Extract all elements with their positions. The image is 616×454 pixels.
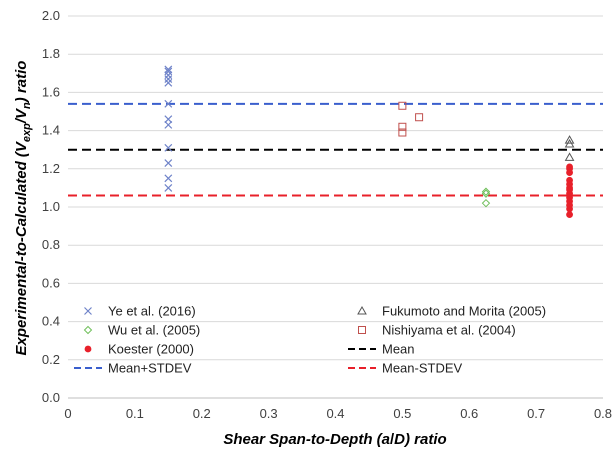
legend-label: Wu et al. (2005) xyxy=(108,323,200,338)
point-ye-et-al-2016 xyxy=(164,159,173,167)
legend-item-nishiyama-et-al-2004: Nishiyama et al. (2004) xyxy=(358,323,516,338)
legend-item-wu-et-al-2005: Wu et al. (2005) xyxy=(83,323,200,338)
x-tick-label: 0.8 xyxy=(594,406,612,421)
point-wu-et-al-2005 xyxy=(481,187,491,196)
y-axis-title-part-3: ) ratio xyxy=(13,61,30,105)
legend-label: Mean-STDEV xyxy=(382,361,463,376)
legend-item-ye-et-al-2016: Ye et al. (2016) xyxy=(84,304,196,319)
x-tick-label: 0.7 xyxy=(527,406,545,421)
point-ye-et-al-2016 xyxy=(164,99,173,108)
y-tick-label: 0.8 xyxy=(42,237,60,252)
y-tick-label: 1.8 xyxy=(42,46,60,61)
legend-label: Nishiyama et al. (2004) xyxy=(382,323,516,338)
x-tick-label: 0.6 xyxy=(460,406,478,421)
x-tick-label: 0.1 xyxy=(126,406,144,421)
point-koester-2000 xyxy=(566,205,573,213)
legend-label: Koester (2000) xyxy=(108,342,194,357)
legend-item-mean-stdev: Mean-STDEV xyxy=(348,361,463,376)
y-tick-label: 0.2 xyxy=(42,352,60,367)
x-axis-title-part-1: Shear Span-to-Depth (a xyxy=(223,431,390,448)
y-axis-title-sub-n: n xyxy=(21,102,33,109)
y-tick-label: 0.0 xyxy=(42,390,60,405)
point-nishiyama-et-al-2004 xyxy=(398,101,407,110)
y-axis-title-sub-exp: exp xyxy=(21,123,33,142)
x-tick-label: 0.3 xyxy=(260,406,278,421)
y-axis-title-part-1: Experimental-to-Calculated (V xyxy=(13,140,30,355)
point-ye-et-al-2016 xyxy=(164,174,173,183)
point-nishiyama-et-al-2004 xyxy=(415,113,424,122)
y-tick-label: 1.2 xyxy=(42,161,60,176)
point-fukumoto-and-morita-2005 xyxy=(564,152,575,161)
x-axis-title-part-2: D) ratio xyxy=(394,431,447,448)
x-tick-label: 0.5 xyxy=(393,406,411,421)
point-ye-et-al-2016 xyxy=(164,115,173,124)
x-tick-label: 0 xyxy=(64,406,71,421)
y-tick-label: 2.0 xyxy=(42,8,60,23)
legend-swatch xyxy=(84,307,92,315)
data-points xyxy=(164,65,575,219)
x-axis-title: Shear Span-to-Depth (a/D) ratio xyxy=(223,431,446,448)
legend-swatch xyxy=(83,325,93,335)
legend-label: Mean+STDEV xyxy=(108,361,192,376)
point-fukumoto-and-morita-2005 xyxy=(564,135,575,144)
point-ye-et-al-2016 xyxy=(164,78,173,87)
x-axis-title-slash: / xyxy=(390,431,395,448)
y-tick-label: 1.6 xyxy=(42,84,60,99)
point-koester-2000 xyxy=(566,211,573,219)
legend-item-koester-2000: Koester (2000) xyxy=(84,342,194,357)
point-nishiyama-et-al-2004 xyxy=(398,122,407,131)
point-ye-et-al-2016 xyxy=(164,143,173,152)
legend-label: Fukumoto and Morita (2005) xyxy=(382,304,546,319)
point-fukumoto-and-morita-2005 xyxy=(564,138,575,148)
legend-item-mean: Mean xyxy=(348,342,415,357)
legend-label: Ye et al. (2016) xyxy=(108,304,196,319)
legend: Ye et al. (2016) Fukumoto and Morita (200… xyxy=(74,304,546,376)
y-tick-label: 1.0 xyxy=(42,199,60,214)
point-koester-2000 xyxy=(566,169,573,177)
x-tick-label: 0.2 xyxy=(193,406,211,421)
point-ye-et-al-2016 xyxy=(164,65,173,74)
point-nishiyama-et-al-2004 xyxy=(398,128,407,137)
point-ye-et-al-2016 xyxy=(164,120,173,129)
point-ye-et-al-2016 xyxy=(164,183,173,192)
point-wu-et-al-2005 xyxy=(481,198,491,208)
y-axis-title: Experimental-to-Calculated (Vexp/Vn) rat… xyxy=(13,61,33,356)
y-tick-label: 0.6 xyxy=(42,275,60,290)
legend-label: Mean xyxy=(382,342,415,357)
point-wu-et-al-2005 xyxy=(481,189,491,198)
reference-lines xyxy=(68,102,603,197)
point-ye-et-al-2016 xyxy=(164,71,173,80)
point-ye-et-al-2016 xyxy=(164,75,173,83)
legend-swatch xyxy=(358,326,366,334)
legend-item-mean-stdev: Mean+STDEV xyxy=(74,361,192,376)
y-tick-label: 1.4 xyxy=(42,123,60,138)
y-tick-label: 0.4 xyxy=(42,314,60,329)
legend-item-fukumoto-and-morita-2005: Fukumoto and Morita (2005) xyxy=(357,304,546,319)
y-axis-title-part-2: /V xyxy=(13,107,30,124)
tick-labels: 0.0 0.2 0.4 0.6 0.8 1.0 1.2 1.4 1.6 1.8 2.0 0 0.1 0.2… xyxy=(42,8,612,421)
legend-swatch xyxy=(84,345,92,353)
x-tick-label: 0.4 xyxy=(326,406,344,421)
grid-lines xyxy=(68,15,603,399)
legend-swatch xyxy=(357,305,367,315)
